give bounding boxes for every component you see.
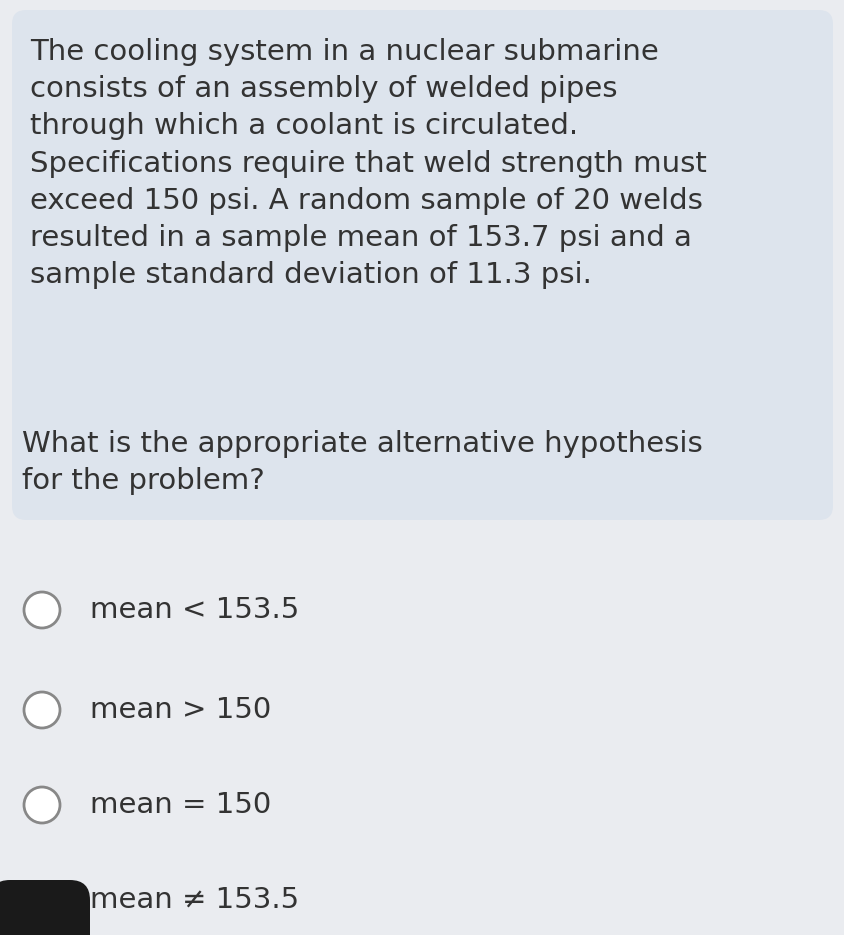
FancyBboxPatch shape	[12, 10, 832, 520]
Text: mean = 150: mean = 150	[90, 791, 271, 819]
Text: mean ≠ 153.5: mean ≠ 153.5	[90, 886, 299, 914]
Text: mean < 153.5: mean < 153.5	[90, 596, 299, 624]
Text: mean > 150: mean > 150	[90, 696, 271, 724]
Circle shape	[24, 692, 60, 728]
Circle shape	[24, 787, 60, 823]
Circle shape	[24, 882, 60, 918]
Text: The cooling system in a nuclear submarine
consists of an assembly of welded pipe: The cooling system in a nuclear submarin…	[30, 38, 706, 290]
Circle shape	[24, 592, 60, 628]
Text: What is the appropriate alternative hypothesis
for the problem?: What is the appropriate alternative hypo…	[22, 430, 702, 496]
FancyBboxPatch shape	[0, 880, 90, 935]
